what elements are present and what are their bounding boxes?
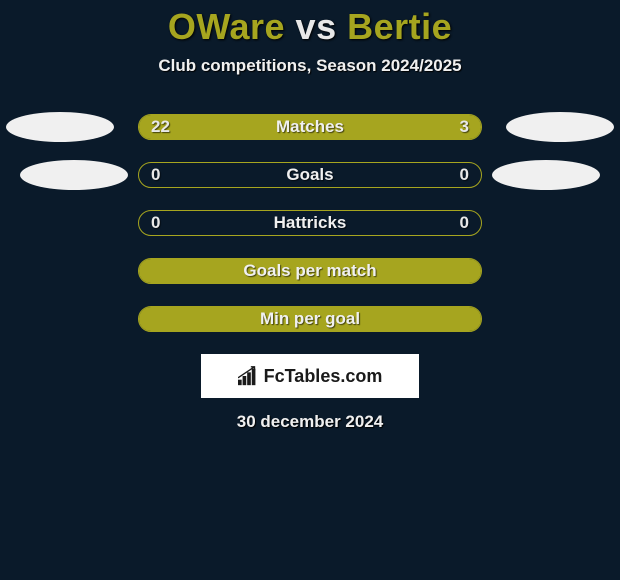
stat-bar: Min per goal bbox=[138, 306, 482, 332]
bar-left-segment bbox=[139, 115, 402, 139]
bar-left-segment bbox=[139, 163, 310, 187]
comparison-title: OWare vs Bertie bbox=[0, 0, 620, 48]
stat-row: Goals per match bbox=[0, 258, 620, 284]
stat-value-left: 0 bbox=[151, 163, 160, 187]
bar-left-segment bbox=[139, 211, 310, 235]
player2-avatar bbox=[506, 112, 614, 142]
player2-name: Bertie bbox=[347, 6, 452, 47]
bar-right-segment bbox=[310, 163, 481, 187]
stat-row: Goals00 bbox=[0, 162, 620, 188]
stat-value-right: 0 bbox=[460, 211, 469, 235]
player1-avatar bbox=[20, 160, 128, 190]
stat-row: Matches223 bbox=[0, 114, 620, 140]
vs-text: vs bbox=[296, 6, 337, 47]
player1-avatar bbox=[6, 112, 114, 142]
brand-text: FcTables.com bbox=[264, 366, 383, 387]
stat-bar: Matches223 bbox=[138, 114, 482, 140]
subtitle: Club competitions, Season 2024/2025 bbox=[0, 56, 620, 76]
bar-chart-icon bbox=[238, 366, 260, 386]
stat-row: Hattricks00 bbox=[0, 210, 620, 236]
player2-avatar bbox=[492, 160, 600, 190]
stat-value-right: 0 bbox=[460, 163, 469, 187]
stat-bar: Goals per match bbox=[138, 258, 482, 284]
stat-rows: Matches223Goals00Hattricks00Goals per ma… bbox=[0, 114, 620, 332]
stat-row: Min per goal bbox=[0, 306, 620, 332]
brand-badge: FcTables.com bbox=[201, 354, 419, 398]
player1-name: OWare bbox=[168, 6, 285, 47]
stat-value-left: 0 bbox=[151, 211, 160, 235]
stat-value-right: 3 bbox=[460, 115, 469, 139]
stat-value-left: 22 bbox=[151, 115, 170, 139]
bar-left-segment bbox=[139, 259, 481, 283]
date-text: 30 december 2024 bbox=[0, 412, 620, 432]
bar-right-segment bbox=[310, 211, 481, 235]
stat-bar: Goals00 bbox=[138, 162, 482, 188]
bar-left-segment bbox=[139, 307, 481, 331]
stat-bar: Hattricks00 bbox=[138, 210, 482, 236]
bar-right-segment bbox=[402, 115, 481, 139]
